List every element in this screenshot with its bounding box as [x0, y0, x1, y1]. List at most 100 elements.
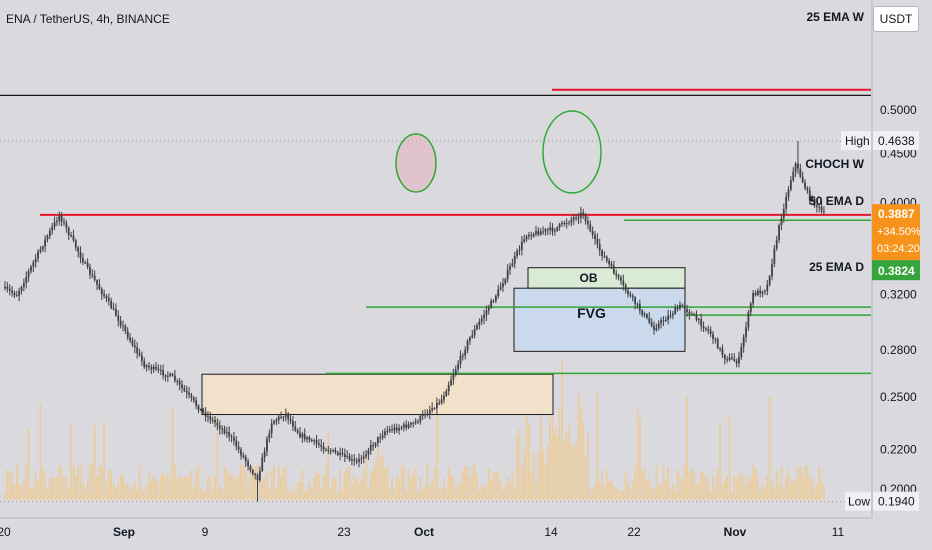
- candle: [657, 320, 660, 331]
- candle: [190, 392, 193, 402]
- candle-body: [22, 283, 25, 288]
- candle-body: [452, 374, 455, 380]
- candle: [579, 206, 582, 224]
- candle: [183, 384, 186, 392]
- candle-body: [86, 262, 89, 268]
- zone-ob[interactable]: [527, 267, 686, 289]
- candle-body: [20, 287, 23, 291]
- candle: [471, 330, 474, 339]
- volume-bar: [178, 475, 181, 500]
- candle-body: [13, 292, 16, 296]
- candle: [445, 388, 448, 397]
- volume-bar: [103, 421, 105, 500]
- candle: [605, 255, 608, 264]
- volume-bar: [75, 475, 77, 500]
- candle-body: [240, 449, 242, 456]
- volume-bar: [818, 467, 820, 500]
- candle: [181, 380, 183, 393]
- candle: [771, 258, 773, 281]
- volume-bar: [665, 479, 667, 500]
- volume-bar: [655, 464, 658, 500]
- candle-body: [471, 335, 474, 338]
- candle: [126, 327, 129, 341]
- candle: [648, 311, 651, 325]
- candle: [124, 323, 127, 334]
- volume-bar: [570, 442, 573, 500]
- volume-bar: [754, 467, 757, 500]
- candle-body: [523, 239, 526, 242]
- y-tick-label: 0.3200: [880, 288, 917, 302]
- volume-bar: [443, 477, 445, 500]
- candle: [726, 356, 729, 363]
- volume-bar: [200, 488, 202, 500]
- candle: [662, 315, 665, 326]
- volume-bar: [799, 465, 802, 500]
- candle: [820, 201, 823, 214]
- volume-bar: [705, 475, 707, 500]
- candle: [51, 222, 54, 235]
- candle: [296, 428, 299, 435]
- candle-body: [379, 437, 382, 439]
- candle-body: [636, 303, 639, 305]
- candle: [414, 418, 417, 425]
- volume-bar: [591, 490, 594, 500]
- candle-body: [25, 276, 28, 284]
- candle-body: [287, 413, 290, 420]
- candle: [332, 448, 334, 453]
- candle-body: [190, 394, 193, 398]
- candle: [117, 310, 120, 327]
- candle-body: [27, 271, 30, 277]
- volume-bar: [761, 482, 764, 500]
- volume-bar: [129, 489, 131, 500]
- candle: [587, 216, 589, 230]
- candle-body: [624, 284, 627, 291]
- volume-bar: [714, 485, 717, 500]
- volume-bar: [318, 473, 320, 500]
- volume-bar: [775, 471, 778, 500]
- candle-body: [327, 450, 330, 452]
- candle-body: [159, 369, 162, 371]
- candle-body: [275, 419, 278, 422]
- candle: [152, 364, 155, 374]
- candle-body: [214, 419, 216, 423]
- volume-bar: [695, 483, 698, 500]
- candle: [499, 282, 502, 291]
- candle: [143, 357, 146, 370]
- zone-fvg[interactable]: [513, 287, 686, 352]
- volume-bar: [254, 467, 256, 500]
- candle: [242, 452, 245, 459]
- candle: [747, 309, 750, 331]
- candle-body: [93, 275, 96, 281]
- candle: [653, 321, 655, 335]
- zone-demand[interactable]: [201, 373, 554, 416]
- price-tags: High 0.4638 Low 0.1940 0.3887 +34.50% 03:24:20…: [841, 131, 921, 511]
- candle: [719, 347, 721, 352]
- candle-body: [37, 251, 39, 259]
- x-axis[interactable]: 20 Sep 9 23 Oct 14 22 Nov 11: [0, 525, 845, 539]
- candle-body: [367, 450, 370, 455]
- candle: [140, 351, 143, 366]
- candle-body: [528, 235, 530, 237]
- volume-bar: [535, 482, 537, 500]
- candle: [48, 227, 51, 240]
- candle: [400, 425, 403, 431]
- candle: [636, 302, 639, 309]
- volume-bar: [252, 465, 254, 500]
- volume-bar: [150, 479, 153, 500]
- currency-button[interactable]: USDT: [873, 6, 919, 32]
- candle-body: [58, 215, 61, 221]
- candle: [690, 311, 693, 316]
- volume-bar: [112, 483, 115, 500]
- candle: [702, 321, 705, 333]
- candle-body: [426, 413, 429, 416]
- volume-bar: [523, 449, 525, 500]
- volume-bar: [89, 464, 91, 500]
- candle-body: [138, 353, 141, 356]
- candle-body: [393, 427, 396, 431]
- volume-bar: [53, 477, 56, 500]
- candle-body: [615, 273, 618, 276]
- candle: [577, 212, 580, 225]
- candle: [551, 223, 554, 236]
- volume-bar: [289, 491, 292, 500]
